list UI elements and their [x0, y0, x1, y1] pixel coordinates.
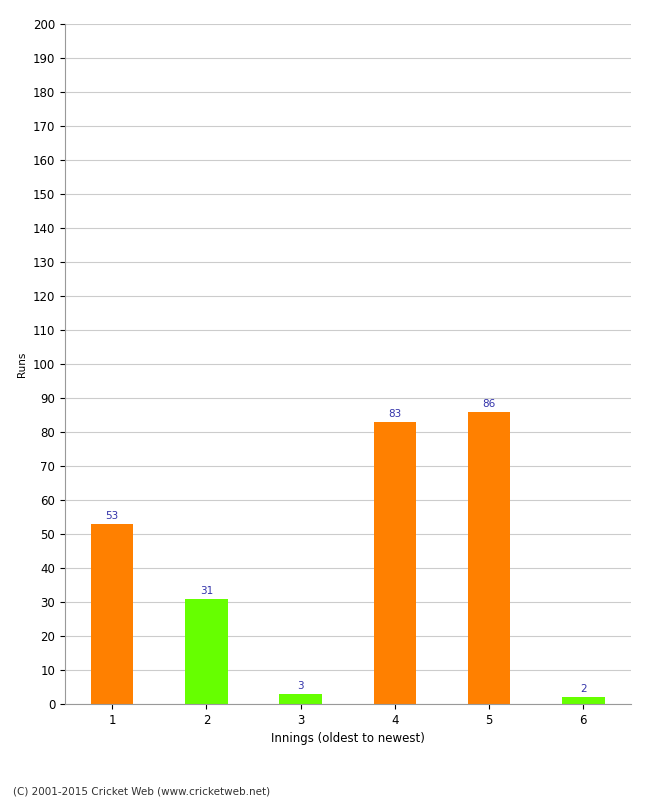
Bar: [562, 697, 604, 704]
Text: 3: 3: [297, 681, 304, 691]
Text: 31: 31: [200, 586, 213, 596]
Y-axis label: Runs: Runs: [18, 351, 27, 377]
Bar: [185, 598, 227, 704]
Text: 2: 2: [580, 685, 587, 694]
Text: 53: 53: [105, 511, 119, 521]
Bar: [468, 411, 510, 704]
Text: (C) 2001-2015 Cricket Web (www.cricketweb.net): (C) 2001-2015 Cricket Web (www.cricketwe…: [13, 786, 270, 796]
Bar: [374, 422, 416, 704]
Bar: [280, 694, 322, 704]
X-axis label: Innings (oldest to newest): Innings (oldest to newest): [271, 732, 424, 746]
Text: 86: 86: [482, 399, 496, 409]
Text: 83: 83: [388, 409, 402, 419]
Bar: [91, 524, 133, 704]
